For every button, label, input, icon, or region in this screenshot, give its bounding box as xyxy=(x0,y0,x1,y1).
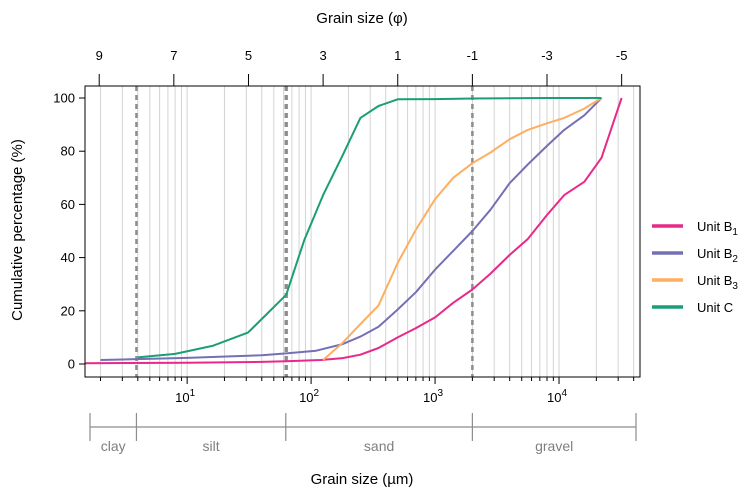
y-tick-label: 20 xyxy=(61,303,75,318)
x-axis-title: Grain size (µm) xyxy=(311,471,414,488)
y-tick-label: 80 xyxy=(61,144,75,159)
x-tick-label: 101 xyxy=(175,388,195,405)
class-label-sand: sand xyxy=(364,438,394,454)
series-line-1 xyxy=(84,97,623,365)
series-line-4 xyxy=(137,97,602,359)
series-line-2 xyxy=(100,97,603,361)
class-label-silt: silt xyxy=(203,438,220,454)
top-tick-label: -5 xyxy=(616,48,628,63)
top-axis-title: Grain size (φ) xyxy=(316,10,407,27)
legend-label-2: Unit B2 xyxy=(697,246,738,265)
grid-lines xyxy=(99,86,635,377)
x-tick-label: 102 xyxy=(299,388,319,405)
y-tick-label: 60 xyxy=(61,197,75,212)
top-tick-label: -3 xyxy=(541,48,553,63)
top-tick-label: 9 xyxy=(96,48,103,63)
class-label-clay: clay xyxy=(101,438,126,454)
legend-label-3: Unit B3 xyxy=(697,273,738,292)
top-tick-label: -1 xyxy=(467,48,479,63)
data-series xyxy=(84,97,623,365)
x-tick-label: 103 xyxy=(423,388,443,405)
top-tick-label: 5 xyxy=(245,48,252,63)
class-label-gravel: gravel xyxy=(535,438,573,454)
x-tick-label: 104 xyxy=(547,388,567,405)
axes: 0 20 40 60 80 100 101 102 103 104 9 7 5 3 1 -1 -3 -5 xyxy=(53,48,635,405)
legend-label-1: Unit B1 xyxy=(697,219,738,238)
legend: Unit B1 Unit B2 Unit B3 Unit C xyxy=(652,219,738,315)
y-tick-label: 100 xyxy=(53,91,75,106)
legend-label-4: Unit C xyxy=(697,300,733,315)
top-tick-label: 3 xyxy=(319,48,326,63)
y-axis-title: Cumulative percentage (%) xyxy=(9,139,26,321)
top-tick-label: 1 xyxy=(394,48,401,63)
y-tick-label: 0 xyxy=(68,357,75,372)
grain-size-classes: clay silt sand gravel xyxy=(89,413,637,454)
top-tick-label: 7 xyxy=(170,48,177,63)
y-tick-label: 40 xyxy=(61,250,75,265)
series-line-3 xyxy=(322,97,603,361)
